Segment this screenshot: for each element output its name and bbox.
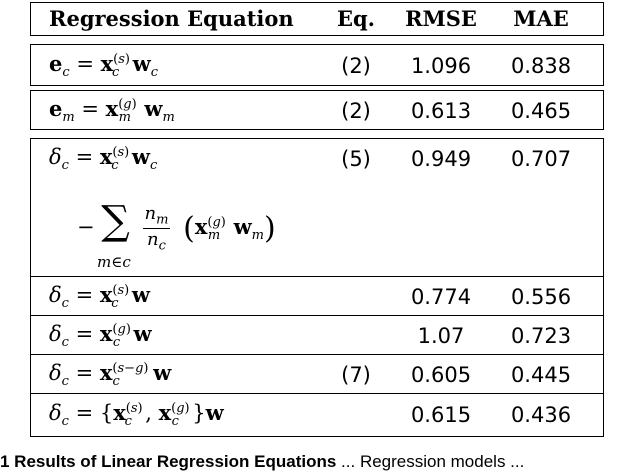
header-mae: MAE — [513, 6, 569, 31]
sum-subscript: m∈c — [97, 253, 131, 271]
rmse-value: 0.615 — [410, 403, 472, 427]
table-row: δc = x(s)c wc − ∑ nm nc (x(g)m wm) m∈c (… — [30, 138, 604, 277]
rmse-value: 0.605 — [410, 363, 472, 387]
header-rmse: RMSE — [405, 6, 477, 31]
equation-em: em = x(g)m wm — [49, 96, 175, 126]
header-regression-equation: Regression Equation — [49, 6, 294, 31]
equation-delta-c-line2: − ∑ nm nc (x(g)m wm) — [77, 198, 276, 254]
mae-value: 0.556 — [510, 285, 572, 309]
mae-value: 0.436 — [510, 403, 572, 427]
eq-ref: (2) — [341, 54, 371, 78]
mae-value: 0.723 — [510, 324, 572, 348]
equation-delta-concat: δc = {x(s)c , x(g)c }w — [49, 400, 224, 430]
table-row: em = x(g)m wm (2) 0.613 0.465 — [30, 90, 604, 130]
equation-delta-s: δc = x(s)c w — [49, 282, 150, 312]
table-row: δc = x(s−g)c w (7) 0.605 0.445 — [30, 354, 604, 394]
eq-ref: (7) — [341, 363, 371, 387]
equation-delta-s-minus-g: δc = x(s−g)c w — [49, 360, 172, 390]
table-caption: 1 Results of Linear Regression Equations… — [0, 452, 524, 472]
table-header: Regression Equation Eq. RMSE MAE — [30, 2, 604, 36]
table-row: ec = x(s)c wc (2) 1.096 0.838 — [30, 44, 604, 86]
equation-delta-c-line1: δc = x(s)c wc — [49, 144, 158, 174]
caption-bold: 1 Results of Linear Regression Equations — [0, 452, 337, 471]
rmse-value: 0.774 — [410, 285, 472, 309]
table-row: δc = x(g)c w 1.07 0.723 — [30, 315, 604, 355]
rmse-value: 0.949 — [410, 147, 472, 171]
rmse-value: 1.07 — [417, 324, 465, 348]
mae-value: 0.445 — [510, 363, 572, 387]
header-eq: Eq. — [336, 6, 375, 31]
mae-value: 0.465 — [510, 99, 572, 123]
eq-ref: (5) — [341, 147, 371, 171]
equation-delta-g: δc = x(g)c w — [49, 321, 152, 351]
rmse-value: 1.096 — [410, 54, 472, 78]
rmse-value: 0.613 — [410, 99, 472, 123]
equation-ec: ec = x(s)c wc — [49, 51, 158, 81]
caption-rest: ... Regression models ... — [341, 452, 525, 471]
mae-value: 0.707 — [510, 147, 572, 171]
mae-value: 0.838 — [510, 54, 572, 78]
table-row: δc = x(s)c w 0.774 0.556 — [30, 276, 604, 316]
eq-ref: (2) — [341, 99, 371, 123]
table-row: δc = {x(s)c , x(g)c }w 0.615 0.436 — [30, 393, 604, 437]
